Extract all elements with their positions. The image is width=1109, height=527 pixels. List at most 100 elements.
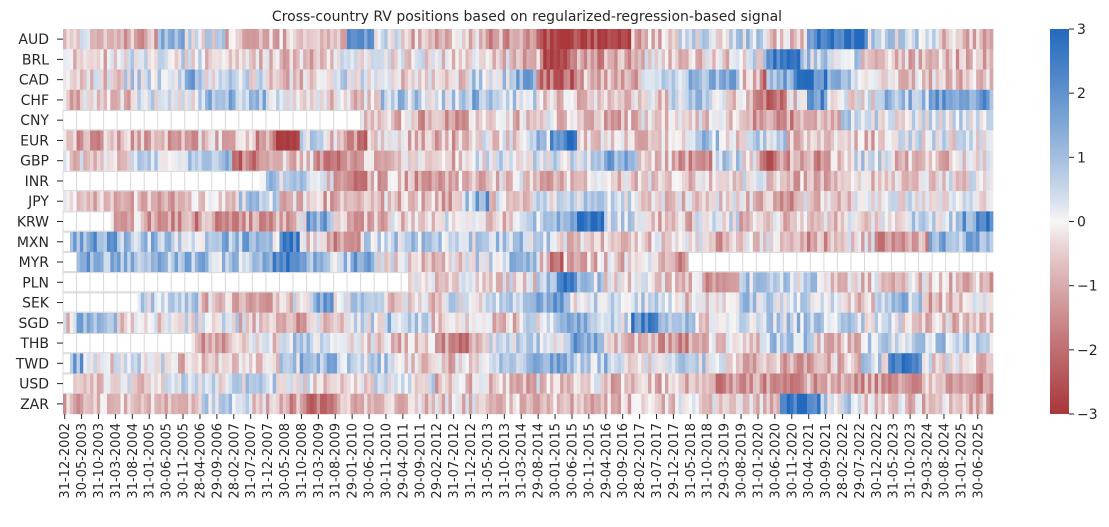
heatmap-cell (753, 191, 757, 211)
heatmap-cell (851, 353, 855, 373)
heatmap-cell (459, 49, 463, 69)
heatmap-cell (543, 191, 547, 211)
heatmap-cell (932, 29, 936, 49)
heatmap-cell (574, 373, 578, 393)
heatmap-cell (628, 313, 632, 333)
heatmap-cell (560, 90, 564, 110)
heatmap-cell (178, 29, 182, 49)
heatmap-cell (682, 191, 686, 211)
heatmap-cell (110, 70, 114, 90)
heatmap-cell (273, 191, 277, 211)
heatmap-cell (239, 333, 243, 353)
heatmap-cell (168, 252, 172, 272)
heatmap-cell (624, 49, 628, 69)
heatmap-cell (144, 292, 148, 312)
heatmap-cell (215, 130, 219, 150)
heatmap-cell (516, 70, 520, 90)
heatmap-cell (871, 110, 875, 130)
heatmap-cell (834, 49, 838, 69)
heatmap-cell (523, 171, 527, 191)
heatmap-cell (533, 292, 537, 312)
heatmap-cell (651, 70, 655, 90)
heatmap-cell (334, 191, 338, 211)
heatmap-cell (516, 29, 520, 49)
heatmap-cell (273, 313, 277, 333)
heatmap-cell (114, 394, 118, 414)
heatmap-cell (831, 394, 835, 414)
heatmap-cell (263, 333, 267, 353)
heatmap-cell (296, 373, 300, 393)
heatmap-cell (979, 211, 983, 231)
heatmap-cell (266, 29, 270, 49)
heatmap-cell (310, 211, 314, 231)
heatmap-cell (421, 171, 425, 191)
heatmap-cell (320, 353, 324, 373)
heatmap-cell (702, 394, 706, 414)
heatmap-cell (242, 211, 246, 231)
missing-cell-block (63, 353, 70, 373)
heatmap-cell (523, 90, 527, 110)
heatmap-cell (682, 272, 686, 292)
heatmap-cell (831, 373, 835, 393)
heatmap-cell (117, 232, 121, 252)
heatmap-cell (824, 232, 828, 252)
heatmap-cell (665, 171, 669, 191)
heatmap-cell (523, 394, 527, 414)
heatmap-cell (432, 90, 436, 110)
heatmap-cell (293, 171, 297, 191)
heatmap-cell (449, 394, 453, 414)
heatmap-cell (770, 90, 774, 110)
heatmap-cell (388, 394, 392, 414)
heatmap-cell (946, 232, 950, 252)
heatmap-cell (449, 191, 453, 211)
heatmap-cell (570, 313, 574, 333)
heatmap-cell (587, 110, 591, 130)
heatmap-cell (678, 70, 682, 90)
heatmap-cell (858, 292, 862, 312)
heatmap-cell (442, 191, 446, 211)
heatmap-cell (824, 272, 828, 292)
heatmap-cell (442, 373, 446, 393)
heatmap-cell (452, 272, 456, 292)
heatmap-cell (736, 29, 740, 49)
heatmap-cell (188, 49, 192, 69)
heatmap-cell (171, 191, 175, 211)
heatmap-cell (885, 90, 889, 110)
heatmap-cell (607, 394, 611, 414)
heatmap-cell (293, 90, 297, 110)
heatmap-cell (252, 252, 256, 272)
heatmap-cell (956, 373, 960, 393)
heatmap-cell (425, 171, 429, 191)
heatmap-cell (719, 191, 723, 211)
heatmap-cell (354, 353, 358, 373)
heatmap-cell (635, 90, 639, 110)
heatmap-cell (421, 70, 425, 90)
heatmap-cell (861, 151, 865, 171)
heatmap-cell (770, 373, 774, 393)
heatmap-cell (780, 211, 784, 231)
heatmap-cell (215, 394, 219, 414)
heatmap-cell (290, 252, 294, 272)
x-tick-label: 31-10-2003 (92, 423, 107, 499)
heatmap-cell (787, 29, 791, 49)
heatmap-cell (577, 292, 581, 312)
heatmap-cell (881, 130, 885, 150)
heatmap-cell (503, 252, 507, 272)
heatmap-cell (780, 130, 784, 150)
heatmap-cell (641, 70, 645, 90)
heatmap-cell (513, 49, 517, 69)
heatmap-cell (428, 130, 432, 150)
heatmap-cell (706, 394, 710, 414)
heatmap-cell (949, 191, 953, 211)
heatmap-cell (675, 110, 679, 130)
heatmap-cell (766, 394, 770, 414)
heatmap-cell (110, 313, 114, 333)
heatmap-cell (638, 292, 642, 312)
heatmap-cell (408, 394, 412, 414)
heatmap-cell (607, 292, 611, 312)
heatmap-cell (526, 252, 530, 272)
heatmap-cell (682, 333, 686, 353)
heatmap-cell (915, 110, 919, 130)
heatmap-cell (641, 373, 645, 393)
